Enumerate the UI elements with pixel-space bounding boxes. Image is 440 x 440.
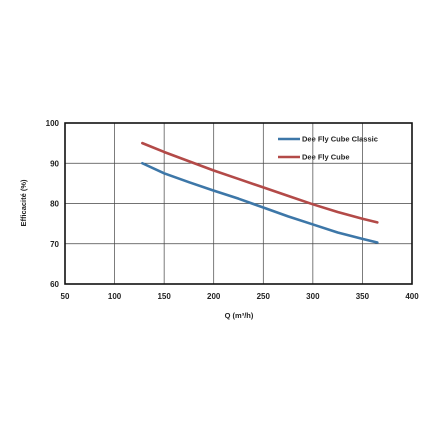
legend-label-1: Dee Fly Cube (302, 153, 350, 162)
x-tick-label: 300 (306, 292, 320, 301)
x-tick-label: 150 (157, 292, 171, 301)
legend: Dee Fly Cube Classic Dee Fly Cube (278, 135, 378, 162)
y-tick-label: 60 (50, 280, 59, 289)
legend-label-0: Dee Fly Cube Classic (302, 135, 378, 144)
x-tick-label: 100 (108, 292, 122, 301)
x-tick-label: 250 (257, 292, 271, 301)
y-tick-labels: 60 70 80 90 100 (46, 119, 60, 289)
y-axis-label: Efficacité (%) (19, 179, 28, 227)
plot-frame (64, 122, 413, 285)
y-tick-label: 70 (50, 240, 59, 249)
x-tick-labels: 50 100 150 200 250 300 350 400 (61, 292, 420, 301)
series-line-0 (141, 161, 379, 244)
y-tick-label: 100 (46, 119, 60, 128)
series-line-1 (141, 141, 379, 224)
x-tick-label: 350 (356, 292, 370, 301)
x-tick-label: 50 (61, 292, 70, 301)
x-tick-label: 200 (207, 292, 221, 301)
y-tick-label: 80 (50, 200, 59, 209)
y-tick-label: 90 (50, 159, 59, 168)
series-layer (141, 141, 379, 244)
x-tick-label: 400 (405, 292, 419, 301)
x-axis-label: Q (m³/h) (225, 311, 254, 320)
